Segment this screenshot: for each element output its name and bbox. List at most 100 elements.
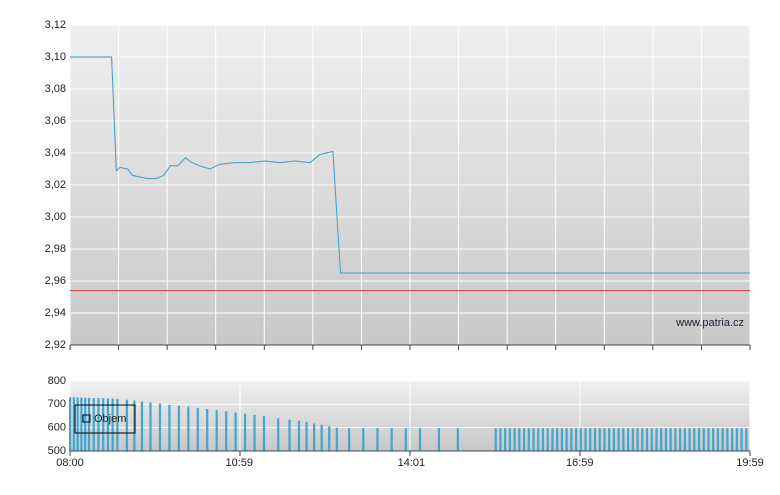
y-tick-label: 3,12 bbox=[45, 19, 66, 31]
y-tick-label: 3,02 bbox=[45, 179, 66, 191]
volume-bar bbox=[674, 428, 677, 451]
y-tick-label: 3,00 bbox=[45, 211, 66, 223]
volume-bar bbox=[712, 428, 715, 451]
volume-bar bbox=[84, 397, 87, 451]
volume-bar bbox=[721, 428, 724, 451]
volume-bar bbox=[636, 428, 639, 451]
volume-bar bbox=[313, 423, 316, 451]
volume-bar bbox=[679, 428, 682, 451]
volume-bar bbox=[168, 404, 171, 451]
volume-bar bbox=[404, 428, 407, 451]
volume-bar bbox=[102, 398, 105, 451]
volume-bar bbox=[187, 406, 190, 451]
volume-bar bbox=[305, 422, 308, 451]
volume-bar bbox=[347, 428, 351, 451]
volume-bar bbox=[456, 428, 459, 451]
volume-bar bbox=[328, 426, 331, 451]
volume-bar bbox=[551, 428, 554, 451]
volume-bar bbox=[655, 428, 658, 451]
volume-bar bbox=[735, 428, 738, 451]
volume-bar bbox=[608, 428, 611, 451]
volume-bar bbox=[565, 428, 568, 451]
volume-bar bbox=[390, 428, 393, 451]
volume-bar bbox=[215, 410, 218, 451]
volume-bar bbox=[702, 428, 705, 451]
volume-bar bbox=[731, 428, 734, 451]
volume-bar bbox=[537, 428, 540, 451]
volume-bar bbox=[541, 428, 545, 451]
volume-bar bbox=[589, 428, 592, 451]
volume-bar bbox=[335, 427, 338, 451]
volume-bar bbox=[262, 416, 266, 451]
legend-box bbox=[74, 404, 136, 434]
y-tick-label: 2,92 bbox=[45, 339, 66, 351]
y-tick-label: 2,96 bbox=[45, 275, 66, 287]
y-tick-label: 3,08 bbox=[45, 83, 66, 95]
volume-bar bbox=[622, 428, 625, 451]
volume-bar bbox=[650, 428, 653, 451]
volume-bar bbox=[617, 428, 620, 451]
volume-bar bbox=[80, 397, 83, 451]
y-tick-label: 800 bbox=[48, 375, 66, 387]
volume-bar bbox=[418, 428, 422, 451]
volume-bar bbox=[177, 405, 180, 451]
volume-bar bbox=[593, 428, 597, 451]
volume-bar bbox=[92, 398, 95, 451]
volume-bar bbox=[504, 428, 507, 451]
volume-bar bbox=[508, 428, 511, 451]
volume-bar bbox=[560, 428, 563, 451]
volume-bar bbox=[546, 428, 549, 451]
volume-bar bbox=[579, 428, 582, 451]
volume-bar bbox=[277, 418, 280, 451]
volume-bar bbox=[437, 428, 441, 451]
y-tick-label: 2,98 bbox=[45, 243, 66, 255]
volume-bar bbox=[225, 411, 228, 451]
volume-bar bbox=[603, 428, 606, 451]
x-tick-label: 10:59 bbox=[226, 457, 254, 469]
volume-bar bbox=[297, 420, 301, 451]
legend-label: Objem bbox=[94, 413, 126, 425]
volume-bar bbox=[556, 428, 559, 451]
x-tick-label: 16:59 bbox=[566, 457, 594, 469]
volume-bar bbox=[111, 398, 114, 451]
volume-bar bbox=[745, 428, 748, 451]
price-line bbox=[70, 56, 750, 274]
volume-bar bbox=[683, 428, 686, 451]
y-tick-label: 700 bbox=[48, 398, 66, 410]
volume-bar bbox=[641, 428, 644, 451]
volume-bar bbox=[206, 409, 209, 451]
x-tick-label: 08:00 bbox=[56, 457, 84, 469]
volume-bar bbox=[494, 428, 497, 451]
volume-bar bbox=[669, 428, 672, 451]
volume-bar bbox=[726, 428, 729, 451]
volume-bar bbox=[87, 397, 91, 451]
volume-bar bbox=[518, 428, 521, 451]
volume-bar bbox=[707, 428, 710, 451]
volume-bar bbox=[253, 414, 256, 451]
volume-bar bbox=[288, 419, 291, 451]
volume-bar bbox=[158, 403, 162, 451]
volume-bar bbox=[626, 428, 630, 451]
volume-bar bbox=[574, 428, 578, 451]
volume-bar bbox=[532, 428, 535, 451]
volume-bar bbox=[584, 428, 587, 451]
volume-bar bbox=[116, 398, 119, 451]
volume-bar bbox=[598, 428, 601, 451]
y-tick-label: 3,04 bbox=[45, 147, 66, 159]
volume-bar bbox=[133, 400, 136, 451]
y-tick-label: 500 bbox=[48, 445, 66, 457]
volume-bar bbox=[697, 428, 701, 451]
volume-bar bbox=[72, 397, 75, 451]
volume-bar bbox=[660, 428, 663, 451]
x-tick-label: 14:01 bbox=[398, 457, 426, 469]
y-tick-label: 600 bbox=[48, 422, 66, 434]
volume-bar bbox=[522, 428, 526, 451]
legend-swatch bbox=[82, 414, 91, 423]
volume-bar bbox=[527, 428, 530, 451]
volume-bar bbox=[234, 412, 237, 451]
volume-bar bbox=[645, 428, 649, 451]
y-tick-label: 2,94 bbox=[45, 307, 66, 319]
volume-bar bbox=[140, 401, 144, 451]
volume-bar bbox=[97, 398, 100, 451]
